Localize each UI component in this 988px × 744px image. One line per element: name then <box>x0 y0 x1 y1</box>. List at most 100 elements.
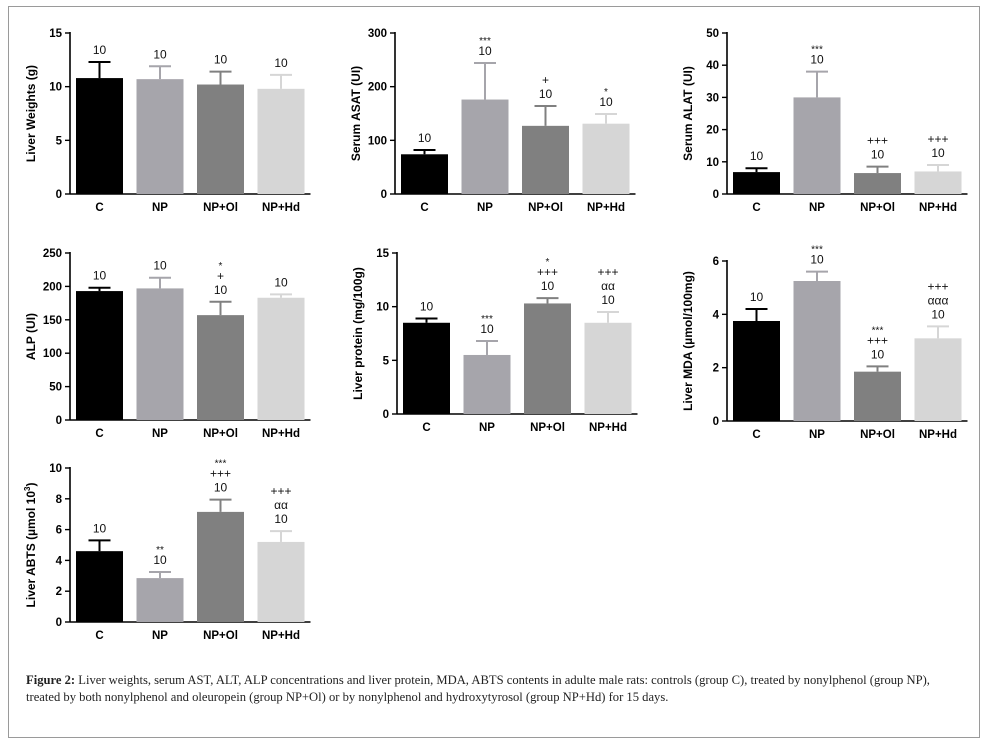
x-tick-label: NP+Hd <box>262 428 300 440</box>
x-tick-label: NP+Hd <box>587 202 625 214</box>
x-tick-label: NP <box>809 202 825 214</box>
sample-size-label: 10 <box>420 299 434 313</box>
bar-np <box>793 281 841 421</box>
bar-c <box>401 154 448 194</box>
significance-marker: +++ <box>210 467 231 481</box>
y-tick-label: 300 <box>368 28 387 40</box>
sample-size-label: 10 <box>153 47 167 61</box>
significance-marker: +++ <box>927 279 948 293</box>
y-tick-label: 20 <box>706 125 719 137</box>
x-tick-label: C <box>752 202 760 214</box>
bar-np-ol <box>197 511 244 622</box>
y-tick-label: 2 <box>713 363 719 375</box>
significance-marker: +++ <box>597 265 618 279</box>
bar-np <box>136 578 184 622</box>
significance-marker: +++ <box>270 484 291 498</box>
y-tick-label: 0 <box>713 189 719 201</box>
sample-size-label: 10 <box>541 279 555 293</box>
y-axis-label: Liver Weights (g) <box>24 65 38 162</box>
sample-size-label: 10 <box>214 283 228 297</box>
y-axis-label: Liver ABTS (µmol 103) <box>23 483 38 608</box>
figure-caption: Figure 2: Liver weights, serum AST, ALT,… <box>26 672 966 706</box>
sample-size-label: 10 <box>93 269 107 283</box>
x-tick-label: C <box>95 630 103 642</box>
y-tick-label: 200 <box>368 82 387 94</box>
significance-stars: *** <box>215 459 227 470</box>
x-tick-label: NP+Ol <box>528 202 563 214</box>
significance-marker: +++ <box>537 265 558 279</box>
bar-np-ol <box>854 371 901 421</box>
sample-size-label: 10 <box>810 53 824 67</box>
y-axis-label: ALP (UI) <box>24 313 38 360</box>
x-tick-label: NP+Ol <box>203 202 238 214</box>
x-tick-label: NP+Hd <box>919 202 957 214</box>
y-tick-label: 6 <box>713 256 719 268</box>
x-tick-label: C <box>752 429 760 441</box>
y-tick-label: 6 <box>56 525 62 537</box>
x-tick-label: C <box>420 202 428 214</box>
x-tick-label: NP+Ol <box>860 202 895 214</box>
y-axis-label: Serum ASAT (UI) <box>349 66 363 161</box>
significance-stars: *** <box>811 45 823 56</box>
y-axis-label: Serum ALAT (UI) <box>681 66 695 161</box>
bar-np-ol <box>522 125 569 194</box>
bar-np-hd <box>584 322 632 414</box>
y-axis-label-end: ) <box>24 483 38 487</box>
y-tick-label: 250 <box>43 248 62 260</box>
bar-c <box>403 322 450 414</box>
y-tick-label: 50 <box>49 382 62 394</box>
x-tick-label: NP+Hd <box>262 630 300 642</box>
significance-marker: αα <box>274 498 288 512</box>
x-tick-label: NP+Ol <box>860 429 895 441</box>
sample-size-label: 10 <box>274 275 288 289</box>
y-tick-label: 0 <box>713 416 719 428</box>
bar-np-ol <box>854 173 901 194</box>
sample-size-label: 10 <box>871 347 885 361</box>
bar-np-hd <box>257 88 305 194</box>
sample-size-label: 10 <box>93 521 107 535</box>
y-tick-label: 200 <box>43 281 62 293</box>
bar-np-hd <box>257 297 305 420</box>
y-tick-label: 150 <box>43 315 62 327</box>
sample-size-label: 10 <box>418 131 432 145</box>
x-tick-label: NP+Ol <box>530 422 565 434</box>
significance-marker: + <box>217 269 224 283</box>
sample-size-label: 10 <box>214 53 228 67</box>
y-tick-label: 10 <box>49 463 62 475</box>
y-tick-label: 4 <box>713 309 720 321</box>
y-tick-label: 5 <box>383 355 390 367</box>
x-tick-label: NP <box>809 429 825 441</box>
bar-np <box>136 79 184 194</box>
significance-marker: +++ <box>867 333 888 347</box>
y-tick-label: 100 <box>43 348 62 360</box>
y-tick-label: 0 <box>56 189 62 201</box>
sample-size-label: 10 <box>214 481 228 495</box>
sample-size-label: 10 <box>153 553 167 567</box>
sample-size-label: 10 <box>93 43 107 57</box>
x-tick-label: NP <box>152 630 168 642</box>
bar-np-ol <box>197 315 244 420</box>
bar-c <box>76 551 123 622</box>
sample-size-label: 10 <box>599 95 613 109</box>
sample-size-label: 10 <box>274 56 288 70</box>
sample-size-label: 10 <box>539 87 553 101</box>
x-tick-label: NP <box>477 202 493 214</box>
significance-stars: *** <box>811 245 823 256</box>
sample-size-label: 10 <box>931 307 945 321</box>
bar-c <box>76 78 123 194</box>
y-tick-label: 5 <box>56 135 63 147</box>
y-tick-label: 0 <box>56 617 62 629</box>
bar-np-hd <box>914 171 962 194</box>
y-tick-label: 15 <box>376 248 389 260</box>
bar-c <box>733 172 780 194</box>
y-tick-label: 30 <box>706 92 719 104</box>
significance-marker: αα <box>601 279 615 293</box>
caption-text: Liver weights, serum AST, ALT, ALP conce… <box>26 673 930 704</box>
sample-size-label: 10 <box>274 512 288 526</box>
